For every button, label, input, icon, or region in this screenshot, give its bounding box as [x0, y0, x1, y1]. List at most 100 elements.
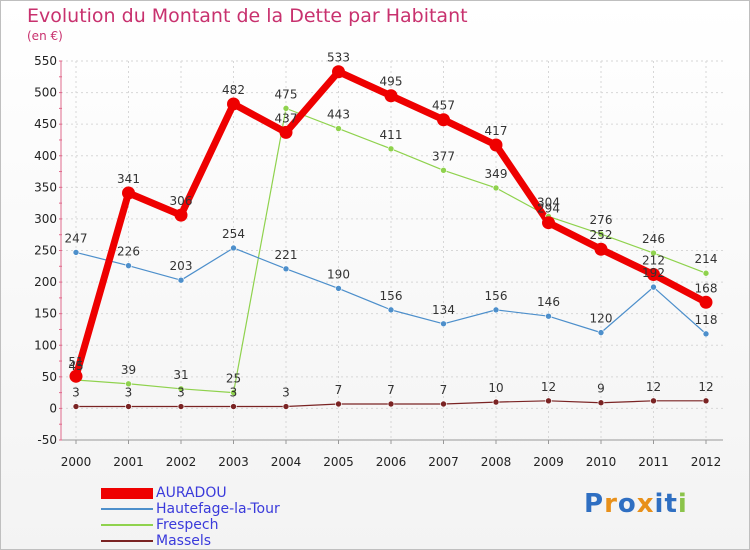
data-point-massels	[177, 403, 185, 410]
data-label-hautefage-la-tour: 134	[432, 303, 455, 317]
data-point-massels	[282, 403, 290, 410]
data-label-frespech: 304	[537, 195, 560, 209]
data-label-auradou: 252	[590, 228, 613, 242]
data-label-hautefage-la-tour: 156	[380, 289, 403, 303]
data-point-auradou	[542, 216, 555, 230]
data-label-auradou: 533	[327, 51, 350, 65]
data-point-hautefage-la-tour	[597, 329, 605, 336]
data-point-massels	[597, 399, 605, 407]
legend-label: Massels	[156, 533, 212, 549]
chart-unit: (en €)	[27, 29, 63, 43]
chart-axes: -50 0 50 100 150 200 250 300 350 400 450 500 550 2000…	[34, 54, 723, 469]
data-label-auradou: 437	[275, 111, 298, 125]
data-label-auradou: 212	[642, 254, 665, 268]
chart-title: Evolution du Montant de la Dette par Hab…	[27, 5, 468, 27]
data-label-frespech: 31	[173, 368, 188, 382]
data-label-frespech: 25	[226, 372, 241, 386]
data-point-auradou	[699, 295, 713, 309]
logo-letter: i	[654, 489, 665, 519]
data-label-hautefage-la-tour: 146	[537, 295, 560, 309]
data-label-frespech: 377	[432, 149, 455, 163]
data-label-massels: 12	[541, 380, 556, 394]
data-point-auradou	[122, 186, 135, 200]
data-point-auradou	[332, 65, 345, 79]
data-point-massels	[702, 397, 710, 405]
data-label-auradou: 294	[537, 202, 560, 216]
x-tick-label: 2009	[533, 455, 564, 469]
data-point-massels	[387, 400, 395, 408]
logo-letter: x	[636, 489, 655, 519]
data-label-hautefage-la-tour: 221	[275, 248, 298, 262]
data-label-massels: 7	[387, 383, 395, 397]
x-tick-label: 2008	[481, 455, 512, 469]
data-label-massels: 12	[698, 380, 713, 394]
legend-label: Frespech	[156, 517, 219, 533]
data-label-frespech: 443	[327, 108, 350, 122]
data-point-massels	[492, 398, 500, 406]
data-point-auradou	[647, 268, 660, 282]
data-point-frespech	[650, 249, 657, 257]
data-label-frespech: 45	[68, 359, 83, 373]
legend-swatch	[101, 540, 153, 542]
data-point-frespech	[387, 145, 395, 153]
data-point-auradou	[69, 369, 83, 383]
data-label-frespech: 246	[642, 232, 665, 246]
data-point-hautefage-la-tour	[387, 306, 395, 314]
data-label-auradou: 306	[170, 194, 193, 208]
x-tick-label: 2004	[271, 455, 302, 469]
legend-swatch	[101, 488, 153, 499]
data-point-auradou	[227, 97, 240, 111]
data-point-hautefage-la-tour	[125, 262, 132, 269]
data-point-frespech	[492, 184, 500, 192]
data-label-auradou: 457	[432, 99, 455, 113]
data-point-hautefage-la-tour	[335, 285, 342, 292]
y-tick-label: 200	[34, 275, 57, 289]
data-point-hautefage-la-tour	[440, 320, 447, 328]
data-label-hautefage-la-tour: 203	[170, 259, 193, 273]
data-point-frespech	[597, 230, 605, 238]
data-label-massels: 10	[488, 381, 503, 395]
y-tick-label: 500	[34, 86, 57, 100]
x-tick-label: 2005	[323, 455, 354, 469]
x-tick-label: 2000	[61, 455, 92, 469]
data-label-auradou: 51	[68, 355, 83, 369]
data-point-massels	[650, 397, 657, 405]
y-tick-label: 450	[34, 117, 57, 131]
series-points	[69, 65, 713, 410]
data-point-frespech	[125, 380, 132, 388]
y-tick-label: 150	[34, 307, 57, 321]
data-point-frespech	[702, 269, 710, 277]
x-tick-label: 2010	[586, 455, 617, 469]
data-point-massels	[335, 400, 342, 408]
data-label-massels: 3	[177, 386, 185, 400]
y-tick-label: 250	[34, 244, 57, 258]
legend-swatch	[101, 524, 153, 526]
data-label-hautefage-la-tour: 120	[590, 312, 613, 326]
data-point-hautefage-la-tour	[545, 312, 552, 320]
data-label-massels: 3	[282, 386, 290, 400]
x-tick-label: 2001	[113, 455, 144, 469]
y-tick-label: -50	[37, 433, 57, 447]
data-label-auradou: 168	[695, 281, 718, 295]
data-label-frespech: 475	[275, 87, 298, 101]
data-point-auradou	[174, 208, 188, 222]
proxiti-logo: Proxiti	[584, 489, 688, 519]
y-tick-label: 300	[34, 212, 57, 226]
data-label-hautefage-la-tour: 156	[485, 289, 508, 303]
data-label-massels: 7	[440, 383, 448, 397]
data-point-hautefage-la-tour	[72, 249, 80, 256]
logo-letter: o	[617, 489, 637, 519]
data-point-auradou	[437, 113, 450, 127]
data-label-auradou: 417	[485, 124, 508, 138]
data-point-massels	[72, 403, 80, 410]
data-label-massels: 3	[72, 386, 80, 400]
data-point-massels	[440, 400, 447, 408]
data-point-massels	[545, 397, 552, 405]
data-label-hautefage-la-tour: 226	[117, 245, 140, 259]
data-label-massels: 3	[125, 386, 133, 400]
data-point-frespech	[440, 166, 447, 174]
x-tick-label: 2011	[638, 455, 669, 469]
x-tick-label: 2007	[428, 455, 459, 469]
data-label-auradou: 482	[222, 83, 245, 97]
